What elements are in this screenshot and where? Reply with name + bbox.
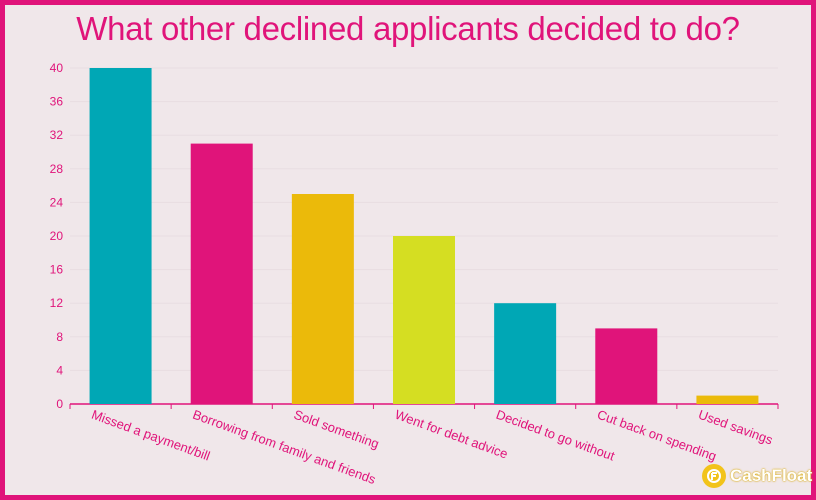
y-tick-label: 32 (50, 128, 64, 142)
bar (696, 395, 759, 404)
cashfloat-logo-text: CashFloat (730, 466, 813, 485)
x-category-label: Sold something (292, 407, 381, 452)
bar (393, 236, 455, 404)
y-tick-label: 0 (56, 397, 63, 411)
y-tick-label: 4 (56, 363, 63, 377)
x-category-label: Borrowing from family and friends (191, 407, 379, 487)
y-tick-label: 40 (50, 61, 64, 75)
y-tick-label: 24 (50, 195, 64, 209)
x-category-label: Used savings (696, 407, 775, 448)
y-tick-label: 28 (50, 162, 64, 176)
y-tick-label: 36 (50, 95, 64, 109)
bar (595, 328, 658, 404)
bar (190, 143, 253, 404)
cashfloat-logo: CashFloat (702, 462, 812, 490)
cashfloat-logo-icon (702, 464, 726, 488)
bar (291, 194, 354, 404)
y-tick-label: 12 (50, 296, 64, 310)
bars (89, 68, 759, 404)
y-tick-label: 8 (56, 330, 63, 344)
y-tick-label: 16 (50, 263, 64, 277)
chart-title: What other declined applicants decided t… (76, 10, 740, 47)
bar (494, 303, 557, 404)
y-tick-label: 20 (50, 229, 64, 243)
x-category-label: Went for debt advice (393, 407, 510, 462)
bar (89, 68, 152, 404)
